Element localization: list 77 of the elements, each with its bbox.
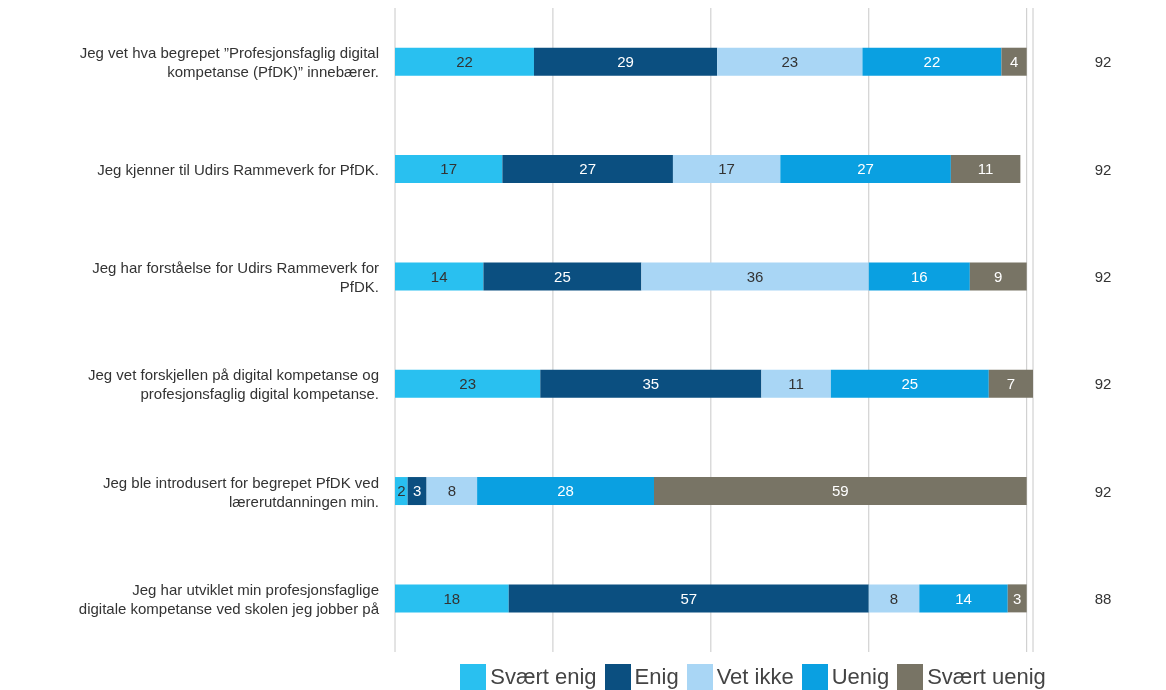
bar	[540, 369, 762, 398]
data-label: 36	[746, 267, 764, 285]
bar	[1001, 47, 1027, 76]
data-label: 17	[718, 160, 735, 178]
bar	[868, 262, 970, 291]
y-tick-label: Jeg ble introdusert for begrepet PfDK ved lærerutdanningen min.	[103, 473, 379, 509]
bar	[395, 369, 541, 398]
data-label: 14	[955, 589, 972, 607]
text: 92	[1094, 267, 1112, 285]
bar	[395, 47, 534, 76]
bar	[395, 155, 503, 184]
data-label: 11	[788, 375, 804, 393]
bar	[717, 47, 863, 76]
data-label: 57	[680, 589, 698, 607]
bar	[653, 477, 1027, 506]
data-label: 4	[1009, 53, 1019, 71]
legend-label: Vet ikke	[716, 664, 794, 690]
y-tick-label: Jeg vet forskjellen på digital kompetanse og profesjonsfaglig digital kompetanse.	[87, 365, 379, 402]
data-label: 2	[397, 482, 406, 500]
data-label: 14	[430, 267, 448, 285]
data-label: 25	[554, 267, 571, 285]
data-label: 22	[456, 53, 473, 71]
data-label: 29	[617, 53, 634, 71]
text: 92	[1094, 160, 1112, 178]
text: 92	[1094, 53, 1112, 71]
data-label: 59	[831, 482, 849, 500]
y-tick-label: Jeg har forståelse for Udirs Rammeverk for PfDK.	[92, 258, 379, 295]
bar	[830, 369, 989, 398]
bar	[641, 262, 869, 291]
data-label: 8	[889, 589, 899, 607]
legend-label: Enig	[634, 664, 679, 690]
data-label: 3	[412, 482, 422, 500]
bar	[395, 477, 408, 506]
bar	[950, 155, 1021, 184]
bar	[988, 369, 1033, 398]
data-label: 23	[781, 53, 799, 71]
legend-label: Svært enig	[490, 664, 597, 690]
bar	[407, 477, 427, 506]
data-label: 3	[1013, 589, 1022, 607]
bar	[508, 584, 869, 613]
data-label: 17	[440, 160, 458, 178]
bar	[477, 477, 654, 506]
bar	[395, 584, 509, 613]
bar	[761, 369, 831, 398]
legend-label: Svært uenig	[927, 664, 1046, 690]
bar	[862, 47, 1002, 76]
data-label: 22	[923, 53, 941, 71]
bar	[919, 584, 1008, 613]
bar	[780, 155, 951, 184]
legend-label: Uenig	[831, 664, 890, 690]
bar	[868, 584, 920, 613]
text: 92	[1094, 375, 1112, 393]
y-tick-label: Jeg har utviklet min profesjonsfaglige digitale kompetanse ved skolen jeg jobber på	[78, 580, 380, 617]
bar	[426, 477, 478, 506]
data-label: 28	[557, 482, 574, 500]
y-tick-label: Jeg kjenner til Udirs Rammeverk for PfDK.	[97, 160, 379, 178]
bar	[1007, 584, 1027, 613]
bar	[395, 262, 484, 291]
bar	[969, 262, 1027, 291]
y-tick-label: Jeg vet hva begrepet ”Profesjonsfaglig digital kompetanse (PfDK)” innebærer.	[79, 43, 379, 80]
bar	[533, 47, 718, 76]
data-label: 25	[901, 375, 919, 393]
bar	[672, 155, 781, 184]
data-label: 35	[642, 375, 660, 393]
text: 88	[1094, 589, 1112, 607]
bar	[483, 262, 642, 291]
data-label: 8	[447, 482, 457, 500]
data-label: 16	[910, 267, 928, 285]
text: 92	[1094, 482, 1112, 500]
data-label: 9	[994, 267, 1003, 285]
data-label: 27	[579, 160, 597, 178]
data-label: 7	[1006, 375, 1016, 393]
data-label: 18	[443, 589, 461, 607]
data-label: 11	[977, 160, 994, 178]
data-label: 27	[857, 160, 874, 178]
data-label: 23	[459, 375, 476, 393]
bar	[502, 155, 673, 184]
